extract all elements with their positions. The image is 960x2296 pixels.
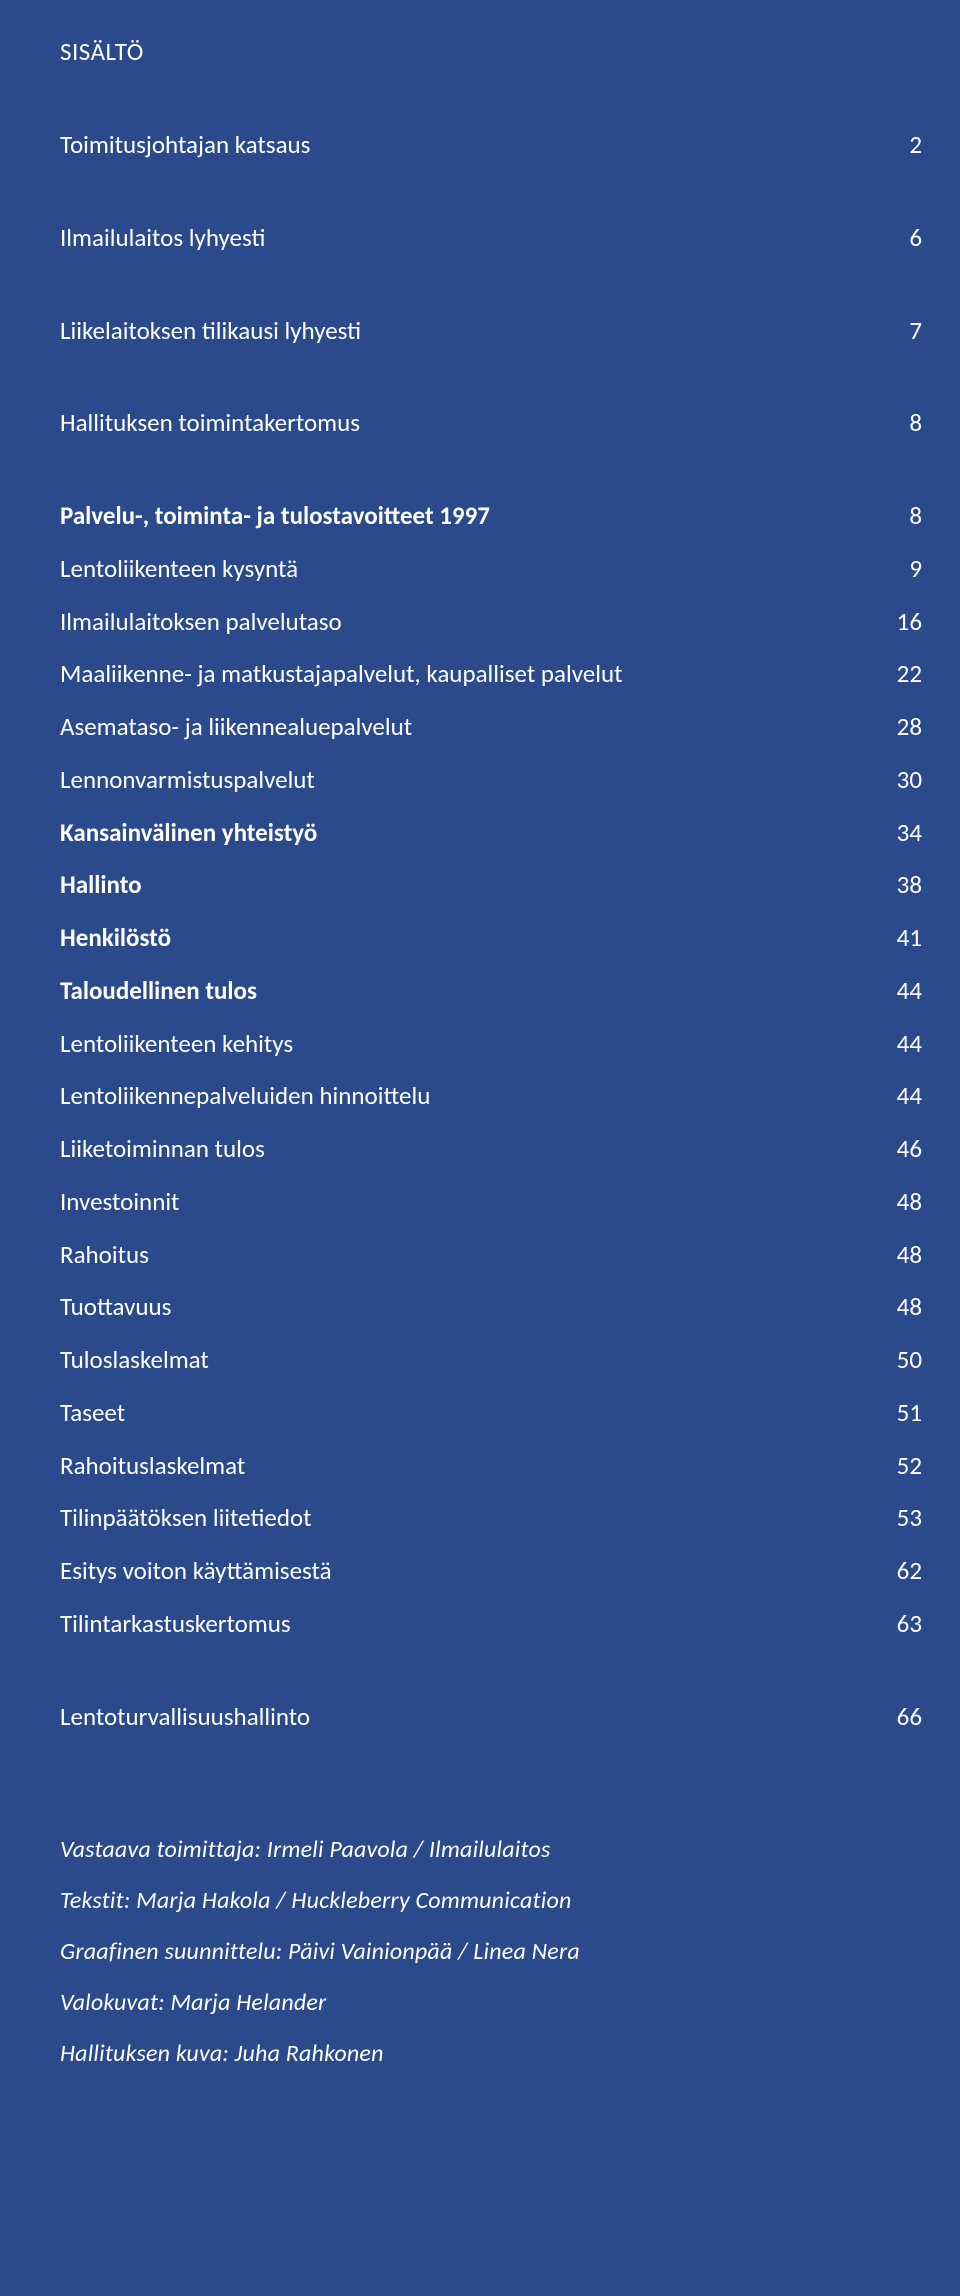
toc-label: Lentoturvallisuushallinto xyxy=(60,1703,310,1732)
toc-row: Palvelu-, toiminta- ja tulostavoitteet 1… xyxy=(60,502,922,531)
credit-line: Graafinen suunnittelu: Päivi Vainionpää … xyxy=(60,1937,922,1966)
toc-row: Tilintarkastuskertomus 63 xyxy=(60,1610,922,1639)
toc-row: Taloudellinen tulos 44 xyxy=(60,977,922,1006)
toc-page-number: 22 xyxy=(874,660,922,689)
toc-page-number: 48 xyxy=(874,1241,922,1270)
toc-row: Kansainvälinen yhteistyö 34 xyxy=(60,819,922,848)
toc-row: Lentoliikenteen kehitys 44 xyxy=(60,1030,922,1059)
toc-page-number: 8 xyxy=(874,409,922,438)
toc-row: Henkilöstö 41 xyxy=(60,924,922,953)
toc-label: Rahoitus xyxy=(60,1241,149,1270)
toc-row: Tuottavuus 48 xyxy=(60,1293,922,1322)
toc-label: Lentoliikenteen kehitys xyxy=(60,1030,293,1059)
toc-row: Liiketoiminnan tulos 46 xyxy=(60,1135,922,1164)
toc-row: Investoinnit 48 xyxy=(60,1188,922,1217)
toc-label: Toimitusjohtajan katsaus xyxy=(60,131,310,160)
toc-label: Kansainvälinen yhteistyö xyxy=(60,819,317,848)
toc-label: Ilmailulaitoksen palvelutaso xyxy=(60,608,342,637)
toc-row: Ilmailulaitoksen palvelutaso 16 xyxy=(60,608,922,637)
toc-row: Lentoliikenteen kysyntä 9 xyxy=(60,555,922,584)
toc-page-number: 44 xyxy=(874,977,922,1006)
credit-line: Tekstit: Marja Hakola / Huckleberry Comm… xyxy=(60,1886,922,1915)
table-of-contents: Toimitusjohtajan katsaus 2 Ilmailulaitos l… xyxy=(60,131,922,1731)
toc-label: Henkilöstö xyxy=(60,924,171,953)
toc-row: Hallituksen toimintakertomus 8 xyxy=(60,409,922,438)
toc-row: Lentoturvallisuushallinto 66 xyxy=(60,1703,922,1732)
toc-label: Tilintarkastuskertomus xyxy=(60,1610,291,1639)
toc-row: Taseet 51 xyxy=(60,1399,922,1428)
toc-row: Rahoitus 48 xyxy=(60,1241,922,1270)
toc-row: Toimitusjohtajan katsaus 2 xyxy=(60,131,922,160)
toc-row: Esitys voiton käyttämisestä 62 xyxy=(60,1557,922,1586)
toc-page-number: 7 xyxy=(874,317,922,346)
toc-label: Lentoliikenteen kysyntä xyxy=(60,555,298,584)
toc-row: Maaliikenne- ja matkustajapalvelut, kaup… xyxy=(60,660,922,689)
toc-page-number: 48 xyxy=(874,1293,922,1322)
toc-row: Hallinto 38 xyxy=(60,871,922,900)
toc-label: Hallinto xyxy=(60,871,142,900)
toc-row: Tuloslaskelmat 50 xyxy=(60,1346,922,1375)
toc-label: Rahoituslaskelmat xyxy=(60,1452,245,1481)
credit-line: Hallituksen kuva: Juha Rahkonen xyxy=(60,2039,922,2068)
toc-label: Maaliikenne- ja matkustajapalvelut, kaup… xyxy=(60,660,622,689)
toc-page-number: 52 xyxy=(874,1452,922,1481)
toc-page-number: 41 xyxy=(874,924,922,953)
toc-page-number: 48 xyxy=(874,1188,922,1217)
toc-label: Investoinnit xyxy=(60,1188,179,1217)
toc-label: Hallituksen toimintakertomus xyxy=(60,409,360,438)
toc-label: Liikelaitoksen tilikausi lyhyesti xyxy=(60,317,361,346)
toc-page-number: 38 xyxy=(874,871,922,900)
toc-label: Esitys voiton käyttämisestä xyxy=(60,1557,332,1586)
credit-line: Valokuvat: Marja Helander xyxy=(60,1988,922,2017)
toc-label: Liiketoiminnan tulos xyxy=(60,1135,265,1164)
toc-page-number: 62 xyxy=(874,1557,922,1586)
toc-row: Tilinpäätöksen liitetiedot 53 xyxy=(60,1504,922,1533)
toc-label: Taloudellinen tulos xyxy=(60,977,257,1006)
toc-label: Lentoliikennepalveluiden hinnoittelu xyxy=(60,1082,430,1111)
toc-row: Ilmailulaitos lyhyesti 6 xyxy=(60,224,922,253)
toc-page-number: 16 xyxy=(874,608,922,637)
toc-page-number: 63 xyxy=(874,1610,922,1639)
toc-page-number: 30 xyxy=(874,766,922,795)
toc-row: Rahoituslaskelmat 52 xyxy=(60,1452,922,1481)
credits-block: Vastaava toimittaja: Irmeli Paavola / Il… xyxy=(60,1835,922,2068)
toc-label: Palvelu-, toiminta- ja tulostavoitteet 1… xyxy=(60,502,490,531)
toc-page-number: 9 xyxy=(874,555,922,584)
credit-line: Vastaava toimittaja: Irmeli Paavola / Il… xyxy=(60,1835,922,1864)
toc-label: Lennonvarmistuspalvelut xyxy=(60,766,315,795)
toc-page-number: 8 xyxy=(874,502,922,531)
toc-page-number: 2 xyxy=(874,131,922,160)
toc-label: Tuottavuus xyxy=(60,1293,171,1322)
document-heading: SISÄLTÖ xyxy=(60,36,922,67)
toc-row: Liikelaitoksen tilikausi lyhyesti 7 xyxy=(60,317,922,346)
toc-page-number: 46 xyxy=(874,1135,922,1164)
toc-row: Asemataso- ja liikennealuepalvelut 28 xyxy=(60,713,922,742)
toc-page-number: 34 xyxy=(874,819,922,848)
toc-page-number: 53 xyxy=(874,1504,922,1533)
toc-label: Tilinpäätöksen liitetiedot xyxy=(60,1504,312,1533)
toc-label: Asemataso- ja liikennealuepalvelut xyxy=(60,713,412,742)
toc-page-number: 44 xyxy=(874,1082,922,1111)
toc-page-number: 51 xyxy=(874,1399,922,1428)
toc-page-number: 44 xyxy=(874,1030,922,1059)
toc-label: Tuloslaskelmat xyxy=(60,1346,209,1375)
toc-page-number: 6 xyxy=(874,224,922,253)
toc-page-number: 66 xyxy=(874,1703,922,1732)
toc-page-number: 50 xyxy=(874,1346,922,1375)
toc-row: Lennonvarmistuspalvelut 30 xyxy=(60,766,922,795)
toc-label: Taseet xyxy=(60,1399,125,1428)
toc-row: Lentoliikennepalveluiden hinnoittelu 44 xyxy=(60,1082,922,1111)
toc-page-number: 28 xyxy=(874,713,922,742)
toc-label: Ilmailulaitos lyhyesti xyxy=(60,224,265,253)
